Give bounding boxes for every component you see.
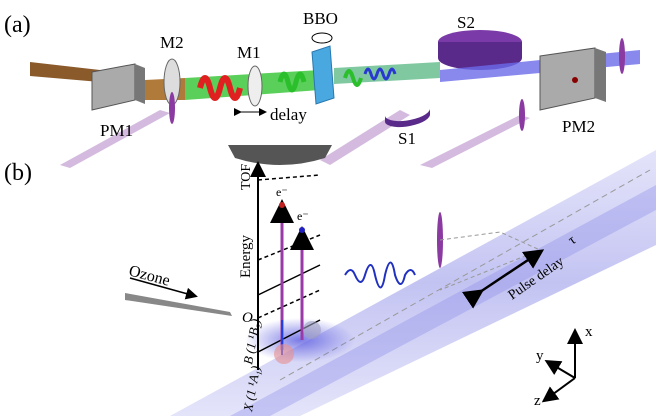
axis-label: x [585, 324, 593, 340]
axis-label: y [536, 348, 544, 364]
molecule-cloud [245, 318, 355, 362]
mirror-s1 [384, 109, 430, 128]
label: M1 [237, 43, 261, 62]
pulse-delay-arrow [461, 249, 545, 309]
label: e⁻ [276, 185, 288, 199]
electron [279, 202, 285, 208]
panel-a: (a) M2 M1 BBO S2 PM1 delay S1 PM2 [4, 9, 640, 168]
electron [299, 227, 305, 233]
probe-beam [420, 115, 530, 168]
ozone-arrow [129, 277, 198, 300]
pm2-side [595, 48, 606, 102]
label: PM1 [100, 121, 133, 140]
green-pulse [343, 69, 363, 87]
axis-label: z [534, 393, 541, 409]
input-beam [30, 62, 100, 82]
label: S1 [398, 129, 416, 148]
probe-pulse [519, 99, 525, 131]
panel-b: (b) TOF e⁻ e⁻ Energy Ozone O B (1 ¹B₂) X… [4, 145, 656, 416]
label: TOF [239, 164, 254, 190]
label: S2 [457, 13, 475, 32]
bbo-crystal [311, 45, 335, 105]
red-pulse [197, 75, 243, 101]
label: M2 [160, 33, 184, 52]
coordinate-axes [541, 328, 583, 403]
green-pulse [277, 71, 307, 93]
probe-pulse [169, 92, 175, 124]
label: PM2 [562, 117, 595, 136]
pm1-side [135, 64, 145, 104]
pm1 [91, 63, 136, 111]
pump-pulse [344, 261, 416, 289]
panel-label: (a) [4, 12, 31, 38]
tof-detector [228, 145, 332, 165]
mirror-m1 [247, 65, 263, 107]
label: delay [270, 105, 307, 124]
label: BBO [303, 9, 338, 28]
label: e⁻ [297, 209, 309, 223]
ozone-nozzle [125, 293, 232, 316]
mirror-s2-side [438, 42, 522, 70]
label: Energy [238, 234, 254, 278]
label: Ozone [127, 262, 172, 289]
pm2-hole [572, 77, 578, 83]
probe-beam [60, 110, 170, 168]
beam-core [230, 185, 656, 416]
panel-label: (b) [4, 160, 32, 186]
blue-pulse [363, 67, 397, 81]
molecule [303, 321, 321, 339]
delay-guide [439, 231, 542, 291]
label: O [242, 310, 253, 326]
pm2 [539, 47, 596, 111]
molecule [274, 344, 294, 364]
energy-levels [257, 174, 321, 353]
probe-beam [320, 110, 410, 165]
probe-pulse [619, 38, 625, 74]
rotation-icon [311, 32, 333, 44]
